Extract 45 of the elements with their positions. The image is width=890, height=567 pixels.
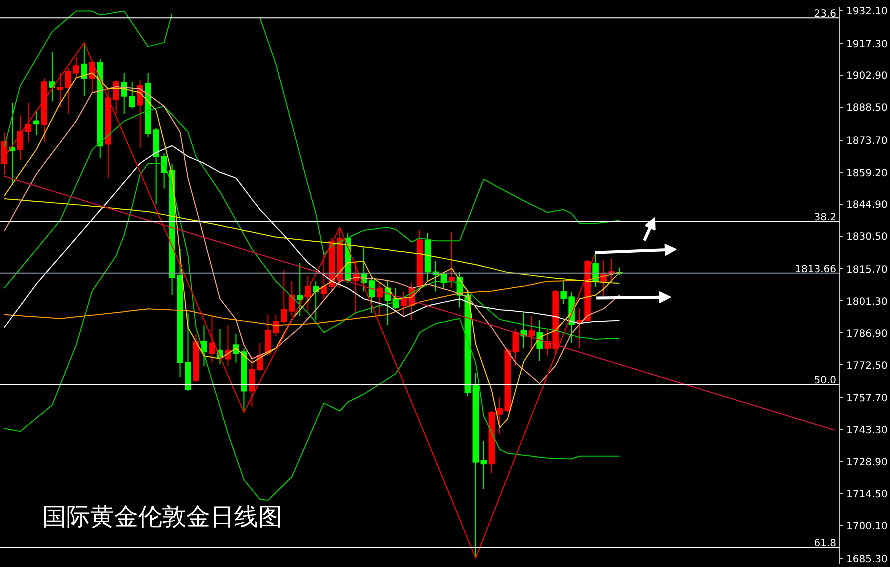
annotation: 50.0 [814, 376, 836, 387]
text: 国际黄金伦敦金日线图 [42, 503, 282, 532]
y-tick-label: 1902.90 [846, 71, 888, 82]
candlestick [57, 72, 64, 108]
y-tick-label: 1917.30 [846, 39, 888, 50]
y-tick-label: 1830.50 [846, 232, 888, 244]
y-tick-label: 1714.50 [846, 490, 888, 501]
y-tick-label: 1844.90 [846, 200, 888, 212]
y-tick-label: 1859.20 [846, 168, 888, 180]
annotation: 61.8 [814, 538, 836, 550]
candlestick [209, 316, 216, 364]
y-tick-label: 1801.30 [846, 296, 888, 308]
candlestick [137, 80, 144, 148]
candlestick [73, 56, 80, 80]
y-tick-label: 1772.50 [846, 360, 888, 372]
annotation: 38.2 [814, 212, 836, 224]
annotation: 23.6 [814, 9, 836, 20]
candlestick [297, 262, 304, 318]
line-series [4, 198, 620, 284]
candlestick [65, 67, 72, 115]
y-tick-label: 1888.50 [846, 103, 888, 114]
y-tick-label: 1743.30 [846, 426, 888, 437]
candlestick [249, 355, 256, 408]
candlestick [368, 278, 376, 314]
candlestick [312, 280, 320, 321]
line-series [4, 106, 620, 340]
candlestick [528, 316, 536, 351]
candlestick [33, 110, 40, 136]
candlestick [320, 252, 328, 302]
y-tick-label: 1786.90 [846, 328, 888, 340]
y-tick-label: 1685.30 [846, 554, 888, 566]
y-tick-label: 1700.10 [846, 522, 888, 533]
y-tick-label: 1873.70 [846, 136, 888, 148]
y-tick-label: 1757.70 [846, 394, 888, 405]
candlestick [257, 342, 264, 372]
candlestick [225, 325, 232, 367]
ref-line-label: 1813.66 [795, 264, 837, 276]
candlestick [480, 440, 488, 490]
candlestick [496, 397, 504, 434]
line-series [4, 176, 836, 432]
y-tick-label: 1932.10 [846, 6, 888, 18]
candlestick [129, 82, 136, 110]
y-tick-label: 1815.70 [846, 264, 888, 276]
y-tick-label: 1728.90 [846, 458, 888, 469]
candlestick [448, 232, 456, 289]
